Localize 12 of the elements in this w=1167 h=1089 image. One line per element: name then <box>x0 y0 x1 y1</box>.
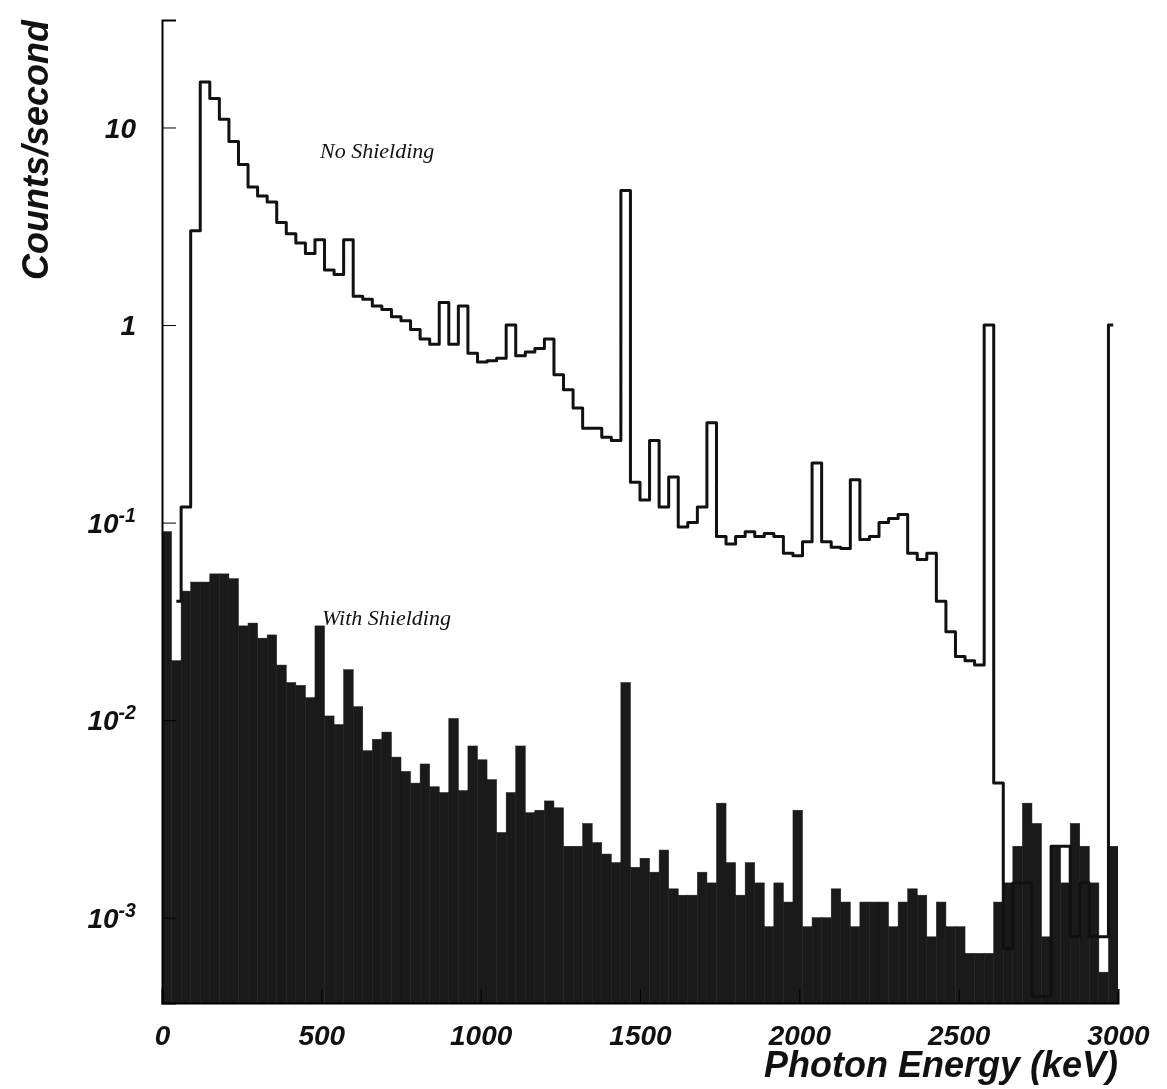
y-tick-label: 10$^{-2}$ <box>87 701 137 737</box>
y-tick-label: 1 <box>120 310 136 342</box>
y-axis-title: Counts/second <box>15 18 56 281</box>
y-tick-label: 10 <box>104 112 137 144</box>
series-label: With Shielding <box>322 605 451 630</box>
x-tick-label: 1500 <box>609 1020 673 1051</box>
x-tick-label: 500 <box>298 1020 346 1051</box>
x-tick-label: 0 <box>154 1020 171 1051</box>
y-tick-label: 10$^{-1}$ <box>87 503 136 539</box>
text: No Shielding <box>319 138 435 163</box>
y-tick-label: 10$^{-3}$ <box>87 899 137 934</box>
x-tick-label: 1000 <box>450 1020 513 1051</box>
